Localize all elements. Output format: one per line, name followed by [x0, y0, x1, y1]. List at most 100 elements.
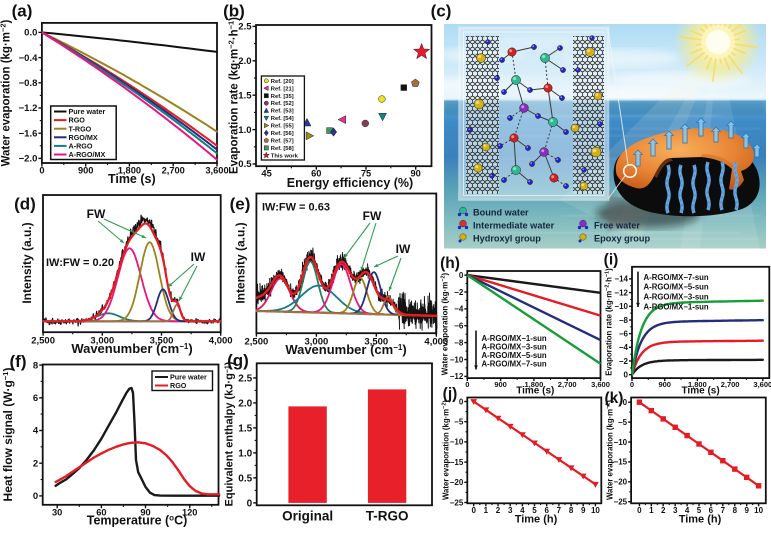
- svg-text:A-RGO/MX−5-sun: A-RGO/MX−5-sun: [644, 283, 709, 292]
- svg-text:Ref. [56]: Ref. [56]: [271, 131, 294, 137]
- svg-text:Epoxy group: Epoxy group: [594, 234, 651, 244]
- svg-text:5: 5: [532, 506, 537, 515]
- svg-text:A-RGO/MX−3-sun: A-RGO/MX−3-sun: [644, 293, 709, 302]
- svg-text:Intensity (a.u.): Intensity (a.u.): [234, 222, 248, 303]
- svg-text:A-RGO: A-RGO: [69, 142, 93, 151]
- svg-text:60: 60: [311, 169, 321, 179]
- svg-text:Wavenumber (cm−1): Wavenumber (cm−1): [285, 342, 406, 357]
- svg-text:T-RGO: T-RGO: [69, 124, 92, 133]
- svg-text:Time (s): Time (s): [516, 386, 554, 397]
- svg-text:FW: FW: [363, 209, 382, 223]
- svg-text:Heat flow signal (W·g−1): Heat flow signal (W·g−1): [1, 368, 16, 502]
- svg-text:3,600: 3,600: [205, 165, 228, 175]
- svg-text:−5: −5: [618, 418, 628, 427]
- svg-text:900: 900: [658, 380, 671, 389]
- svg-text:1,800: 1,800: [118, 165, 141, 175]
- svg-text:T-RGO: T-RGO: [366, 509, 409, 524]
- svg-text:2.0: 2.0: [238, 398, 252, 409]
- svg-text:3,500: 3,500: [150, 336, 174, 347]
- svg-text:0: 0: [630, 380, 634, 389]
- svg-text:3,000: 3,000: [305, 337, 329, 348]
- svg-text:A-RGO/MX−3-sun: A-RGO/MX−3-sun: [482, 343, 547, 352]
- svg-text:0: 0: [247, 498, 253, 509]
- svg-text:−5: −5: [454, 418, 464, 427]
- svg-text:IW:FW = 0.20: IW:FW = 0.20: [46, 257, 114, 269]
- svg-text:2.5: 2.5: [238, 373, 252, 384]
- svg-text:3,500: 3,500: [364, 337, 388, 348]
- svg-text:(f): (f): [10, 352, 27, 371]
- svg-text:Ref. [54]: Ref. [54]: [271, 116, 294, 122]
- svg-text:IW:FW = 0.63: IW:FW = 0.63: [262, 202, 330, 214]
- svg-text:9: 9: [744, 506, 749, 515]
- svg-text:0: 0: [39, 165, 44, 175]
- svg-text:(d): (d): [14, 195, 36, 214]
- svg-text:RGO: RGO: [69, 116, 86, 125]
- svg-text:−15: −15: [450, 458, 464, 467]
- svg-text:Water evaporation (kg·m−2): Water evaporation (kg·m−2): [442, 400, 451, 500]
- svg-text:(e): (e): [230, 195, 251, 214]
- svg-text:Wavenumber (cm−1): Wavenumber (cm−1): [71, 341, 192, 356]
- svg-text:−8: −8: [619, 316, 629, 325]
- svg-text:2,500: 2,500: [31, 336, 55, 347]
- svg-text:(k): (k): [605, 390, 624, 407]
- svg-text:6: 6: [33, 393, 38, 404]
- svg-text:This work: This work: [271, 153, 299, 159]
- svg-text:0.5: 0.5: [238, 473, 252, 484]
- svg-text:Pure water: Pure water: [69, 107, 106, 116]
- svg-text:Pure water: Pure water: [170, 373, 207, 382]
- svg-text:4,000: 4,000: [424, 337, 448, 348]
- svg-text:6: 6: [544, 506, 549, 515]
- svg-text:A-RGO/MX−7-sun: A-RGO/MX−7-sun: [644, 273, 709, 282]
- svg-text:−10: −10: [614, 302, 628, 311]
- svg-text:−6: −6: [454, 322, 464, 331]
- svg-text:2.5: 2.5: [238, 22, 252, 33]
- svg-text:2,700: 2,700: [162, 165, 185, 175]
- svg-text:Ref. [58]: Ref. [58]: [271, 146, 294, 152]
- svg-text:8: 8: [733, 506, 738, 515]
- svg-text:2,700: 2,700: [721, 380, 740, 389]
- svg-text:Hydroxyl group: Hydroxyl group: [473, 234, 541, 244]
- svg-text:Time (s): Time (s): [108, 172, 156, 186]
- svg-text:RGO/MX: RGO/MX: [69, 133, 98, 142]
- svg-text:−1.2: −1.2: [19, 103, 38, 114]
- svg-text:Time (s): Time (s): [682, 386, 720, 397]
- svg-text:A-RGO/MX: A-RGO/MX: [69, 150, 106, 159]
- svg-text:0: 0: [624, 371, 629, 380]
- svg-text:−10: −10: [614, 438, 628, 447]
- svg-text:1.5: 1.5: [238, 423, 252, 434]
- svg-text:4: 4: [33, 426, 39, 437]
- svg-text:4: 4: [520, 506, 525, 515]
- svg-text:Bound water: Bound water: [473, 208, 529, 218]
- svg-text:Water evaporation (kg·m−2): Water evaporation (kg·m−2): [0, 19, 13, 166]
- svg-text:2.0: 2.0: [238, 56, 251, 67]
- svg-text:9: 9: [581, 506, 586, 515]
- svg-text:120: 120: [182, 507, 198, 517]
- svg-text:Free water: Free water: [594, 221, 640, 231]
- svg-text:0: 0: [623, 398, 628, 407]
- svg-text:Ref. [53]: Ref. [53]: [271, 109, 294, 115]
- svg-text:7: 7: [721, 506, 726, 515]
- svg-text:−10: −10: [450, 355, 464, 364]
- svg-text:−25: −25: [614, 498, 628, 507]
- svg-text:(i): (i): [604, 252, 619, 269]
- svg-text:0: 0: [33, 491, 38, 502]
- svg-text:−20: −20: [450, 478, 464, 487]
- svg-text:RGO: RGO: [170, 381, 187, 390]
- svg-text:4: 4: [685, 506, 690, 515]
- svg-text:A-RGO/MX−1-sun: A-RGO/MX−1-sun: [644, 303, 709, 312]
- svg-text:−4: −4: [619, 343, 629, 352]
- svg-text:3: 3: [508, 506, 513, 515]
- svg-text:(g): (g): [227, 351, 249, 370]
- svg-text:Evaporation rate (kg·m−2·h−1): Evaporation rate (kg·m−2·h−1): [605, 268, 614, 376]
- svg-text:IW: IW: [396, 242, 411, 256]
- svg-text:Water evaporation (kg·m−2): Water evaporation (kg·m−2): [606, 400, 615, 500]
- svg-text:−2: −2: [619, 357, 629, 366]
- svg-text:10: 10: [754, 506, 763, 515]
- svg-text:−2.0: −2.0: [19, 154, 38, 165]
- svg-text:Evaporation rate (kg·m−2·h−1): Evaporation rate (kg·m−2·h−1): [226, 17, 241, 174]
- svg-text:(h): (h): [440, 255, 460, 272]
- svg-text:60: 60: [96, 507, 106, 517]
- svg-text:A-RGO/MX−7-sun: A-RGO/MX−7-sun: [482, 360, 547, 369]
- svg-text:0.0: 0.0: [24, 28, 37, 39]
- svg-text:3,600: 3,600: [753, 380, 771, 389]
